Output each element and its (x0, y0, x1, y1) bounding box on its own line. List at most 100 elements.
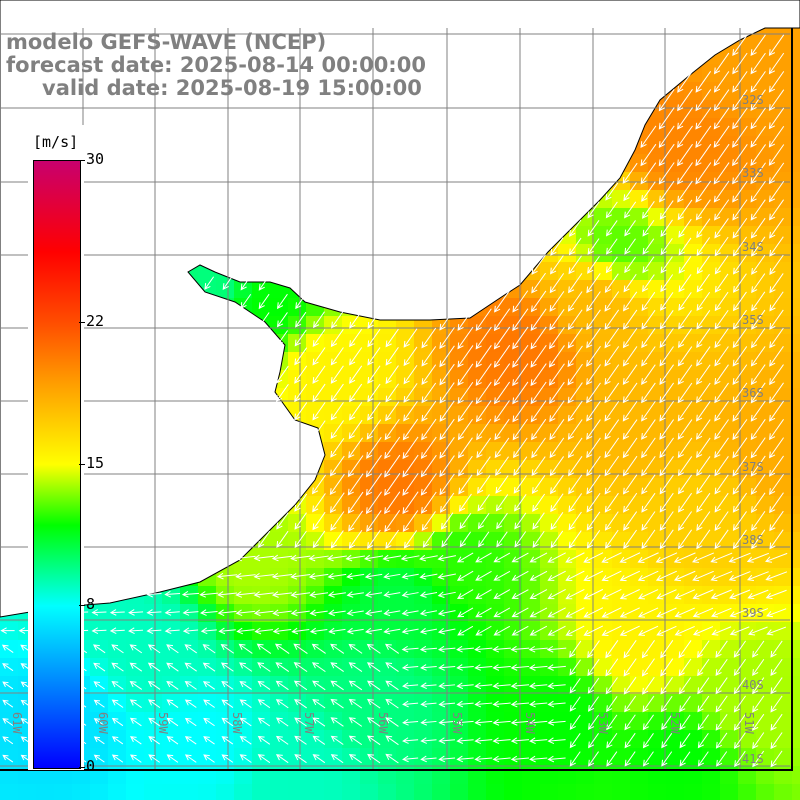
longitude-label: 61W (10, 712, 24, 734)
field-cell (216, 280, 234, 298)
wind-arrow (531, 254, 546, 275)
colorbar-tick (79, 605, 85, 607)
field-cell (702, 190, 720, 208)
field-cell (612, 676, 630, 694)
wind-arrow (696, 456, 711, 477)
wind-arrow (586, 364, 601, 386)
wind-arrow (677, 492, 693, 513)
wind-arrow (769, 346, 784, 367)
wind-arrow (641, 639, 655, 659)
field-cell (252, 658, 270, 676)
field-cell (450, 748, 468, 766)
wind-arrow (733, 713, 746, 731)
wind-arrow (732, 162, 748, 185)
field-cell (252, 676, 270, 694)
wind-arrow (492, 645, 511, 653)
wind-arrow (568, 511, 582, 531)
field-cell (702, 568, 720, 586)
wind-arrow (716, 751, 728, 767)
field-cell (612, 622, 630, 640)
wind-arrow (367, 328, 381, 348)
wind-arrow (678, 218, 692, 238)
wind-arrow (769, 327, 784, 349)
wind-arrow (697, 751, 709, 767)
wind-arrow (619, 589, 640, 600)
field-cell (792, 496, 800, 514)
wind-arrow (216, 572, 238, 580)
field-cell (126, 730, 144, 748)
longitude-label: 60W (96, 712, 110, 734)
wind-arrow (349, 365, 363, 384)
field-cell (702, 298, 720, 316)
longitude-label: 52W (668, 712, 682, 734)
field-cell (576, 478, 594, 496)
field-cell (702, 550, 720, 568)
field-cell (342, 478, 360, 496)
wind-arrow (642, 733, 654, 749)
wind-arrow (660, 219, 673, 238)
wind-arrow (496, 512, 508, 530)
field-cell (234, 712, 252, 730)
wind-arrow (710, 552, 733, 563)
wind-arrow (567, 363, 583, 386)
field-cell (756, 568, 774, 586)
field-cell (522, 280, 540, 298)
wind-arrow (732, 236, 748, 257)
wind-arrow (549, 326, 565, 350)
latitude-label: 35S (742, 313, 764, 327)
wind-arrow (587, 201, 600, 219)
wind-arrow (494, 437, 510, 459)
wind-arrow (750, 492, 766, 514)
longitude-label: 53W (596, 712, 610, 734)
field-cell (720, 460, 738, 478)
wind-arrow (258, 530, 271, 548)
wind-arrow (513, 456, 528, 476)
wind-arrow (475, 326, 492, 350)
field-cell (288, 748, 306, 766)
field-cell (270, 748, 288, 766)
field-cell (324, 496, 342, 514)
wind-arrow (732, 291, 747, 312)
field-cell (738, 532, 756, 550)
wind-arrow (420, 719, 437, 726)
field-cell (666, 280, 684, 298)
wind-arrow (146, 590, 162, 598)
field-cell (756, 640, 774, 658)
wind-arrow (732, 419, 748, 441)
wind-arrow (166, 717, 179, 727)
wind-arrow (732, 107, 748, 130)
wind-arrow (677, 199, 693, 221)
wind-arrow (199, 591, 219, 598)
wind-arrow (661, 751, 673, 767)
longitude-label: 55W (450, 712, 464, 734)
wind-arrow (477, 494, 490, 512)
wind-arrow (750, 71, 766, 93)
wind-arrow (587, 696, 600, 712)
wind-arrow (642, 751, 654, 767)
wind-arrow (619, 607, 640, 618)
wind-arrow (440, 512, 454, 530)
wind-arrow (697, 658, 710, 677)
field-cell (306, 352, 324, 370)
wind-arrow (750, 419, 766, 441)
field-cell (648, 622, 666, 640)
wind-arrow (606, 696, 618, 713)
colorbar-tick-label: 30 (86, 150, 105, 168)
field-cell (558, 370, 576, 388)
field-cell (792, 640, 800, 658)
field-cell (288, 730, 306, 748)
wind-arrow (217, 591, 238, 598)
colorbar-tick-label: 22 (86, 311, 105, 330)
field-cell (180, 658, 198, 676)
wind-arrow (750, 364, 766, 386)
field-cell (162, 766, 180, 784)
wind-arrow (312, 347, 326, 366)
field-cell (720, 694, 738, 712)
wind-arrow (586, 511, 601, 531)
field-cell (756, 244, 774, 262)
field-cell (738, 586, 756, 604)
field-cell (540, 262, 558, 280)
wind-arrow (166, 699, 179, 708)
field-cell (414, 424, 432, 442)
field-cell (450, 514, 468, 532)
